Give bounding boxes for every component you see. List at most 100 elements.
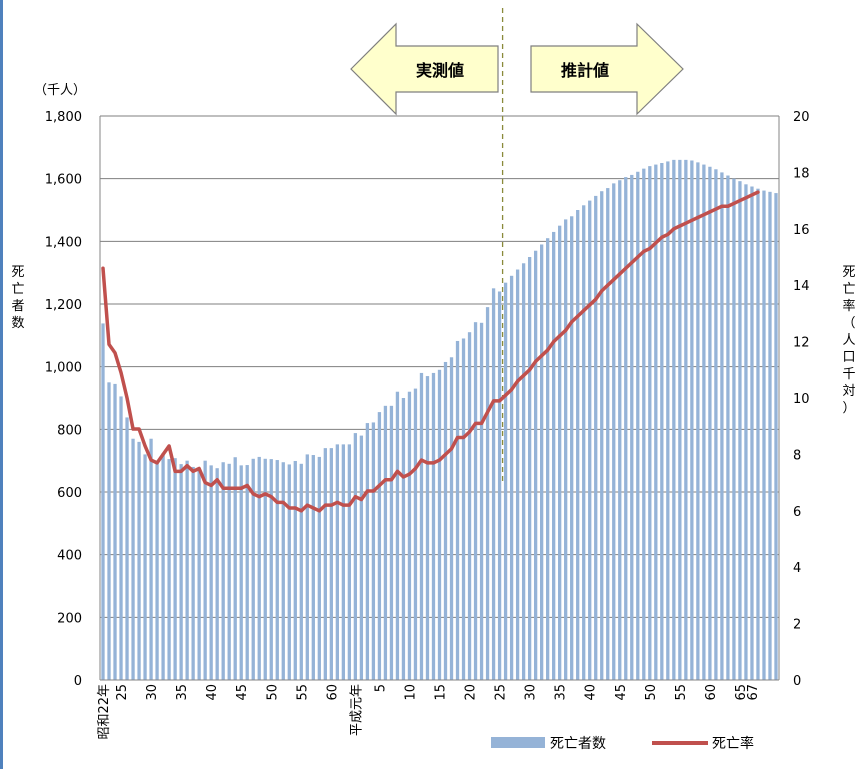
bar xyxy=(287,464,291,680)
x-tick-label: 30 xyxy=(145,684,160,701)
bar xyxy=(221,462,225,680)
left-border xyxy=(0,0,3,769)
bar xyxy=(702,164,706,680)
bar xyxy=(179,464,183,680)
right-tick-label: 16 xyxy=(793,223,810,238)
bar xyxy=(125,417,129,680)
x-tick-label: 50 xyxy=(265,684,280,701)
bar xyxy=(443,361,448,680)
x-tick-label: 5 xyxy=(373,684,388,692)
bar xyxy=(227,463,231,680)
bar xyxy=(341,444,346,680)
x-tick-label: 20 xyxy=(464,684,479,701)
x-tick-label: 45 xyxy=(614,684,629,701)
bar xyxy=(101,323,105,680)
right-tick-label: 8 xyxy=(793,448,801,463)
bar xyxy=(335,444,339,680)
bar-series xyxy=(101,159,778,681)
left-tick-label: 1,800 xyxy=(45,110,82,125)
left-tick-label: 600 xyxy=(57,486,82,501)
bar xyxy=(497,291,502,680)
bar xyxy=(317,456,321,680)
bar xyxy=(419,372,424,680)
bar xyxy=(383,405,388,680)
x-tick-label: 40 xyxy=(205,684,220,701)
x-tick-label: 55 xyxy=(674,684,689,701)
x-tick-label: 25 xyxy=(494,684,509,701)
x-tick-label: 10 xyxy=(404,684,419,701)
arrow-estimate-label: 推計値 xyxy=(561,61,609,80)
bar xyxy=(678,159,682,680)
bar xyxy=(371,422,376,680)
right-tick-label: 6 xyxy=(793,505,801,520)
bar xyxy=(107,382,111,680)
legend-label-line: 死亡率 xyxy=(712,735,754,752)
x-tick-label: 平成元年 xyxy=(349,684,364,736)
bar xyxy=(377,412,382,680)
bar xyxy=(732,178,736,681)
right-tick-label: 4 xyxy=(793,561,801,576)
bar xyxy=(684,159,688,680)
bar xyxy=(485,307,490,680)
bar xyxy=(546,238,550,680)
bar xyxy=(714,169,718,680)
bar xyxy=(215,468,219,680)
x-tick-label: 50 xyxy=(644,684,659,701)
x-tick-label: 45 xyxy=(235,684,250,701)
bar xyxy=(612,183,616,680)
bar xyxy=(540,244,544,680)
x-tick-label: 35 xyxy=(175,684,190,701)
bar xyxy=(491,288,496,680)
bar xyxy=(774,193,778,680)
bar xyxy=(726,175,730,680)
bar xyxy=(233,457,237,680)
bar xyxy=(281,462,285,680)
legend-label-bar: 死亡者数 xyxy=(550,736,606,752)
bar xyxy=(407,391,412,680)
bar xyxy=(359,435,364,680)
x-tick-label: 55 xyxy=(295,684,310,701)
bar xyxy=(600,191,604,680)
left-axis-unit: （千人） xyxy=(34,83,86,98)
bar xyxy=(245,465,249,680)
arrow-measured: 実測値 xyxy=(350,22,499,116)
arrow-estimate: 推計値 xyxy=(530,22,684,116)
bar xyxy=(437,369,442,680)
bar xyxy=(624,177,628,680)
bar xyxy=(173,458,177,680)
right-tick-label: 14 xyxy=(793,279,810,294)
bar xyxy=(269,459,273,680)
bar xyxy=(672,159,676,680)
bar xyxy=(654,164,658,680)
bar xyxy=(353,433,358,680)
bar xyxy=(533,250,538,681)
bar xyxy=(155,462,159,680)
bar xyxy=(467,332,472,680)
bar xyxy=(744,184,748,680)
bar xyxy=(461,338,466,680)
bar xyxy=(329,448,333,680)
left-axis-title: 死亡者数 xyxy=(11,265,24,331)
bar xyxy=(564,219,568,680)
grid xyxy=(99,115,780,680)
bar xyxy=(503,282,508,680)
x-tick-label: 65 xyxy=(734,684,749,701)
bar xyxy=(401,398,406,680)
bar xyxy=(143,454,147,680)
bar xyxy=(473,322,478,680)
left-tick-label: 400 xyxy=(57,549,82,564)
bar xyxy=(137,441,141,680)
bar xyxy=(762,190,766,680)
x-axis-ticks: 昭和22年 25 30 35 40 45 50 55 60 平成元年 5 10 15 20 25 30 35 40… xyxy=(97,684,761,740)
bar xyxy=(425,376,430,680)
bar xyxy=(305,454,309,680)
right-tick-label: 2 xyxy=(793,618,801,633)
bar xyxy=(311,455,315,680)
bar xyxy=(630,174,634,680)
bar xyxy=(395,391,400,680)
left-tick-label: 200 xyxy=(57,611,82,626)
bar xyxy=(750,186,754,680)
bar xyxy=(738,181,742,681)
bar xyxy=(515,269,520,680)
